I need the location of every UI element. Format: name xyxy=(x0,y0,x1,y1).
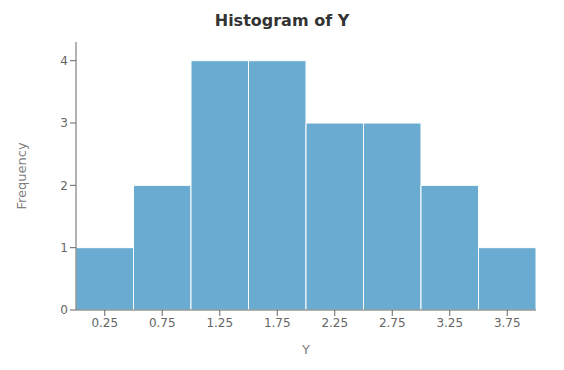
svg-text:1.75: 1.75 xyxy=(264,316,291,330)
svg-text:3.75: 3.75 xyxy=(494,316,521,330)
svg-text:1: 1 xyxy=(60,241,68,255)
svg-text:0: 0 xyxy=(60,303,68,317)
svg-text:3.25: 3.25 xyxy=(436,316,463,330)
svg-text:1.25: 1.25 xyxy=(206,316,233,330)
svg-text:Y: Y xyxy=(301,342,310,357)
html-text:Histogram of Y: Histogram of Y xyxy=(214,11,350,30)
svg-text:Frequency: Frequency xyxy=(14,142,29,209)
svg-text:0.75: 0.75 xyxy=(149,316,176,330)
svg-text:4: 4 xyxy=(60,54,68,68)
svg-text:2: 2 xyxy=(60,179,68,193)
svg-text:3: 3 xyxy=(60,116,68,130)
svg-text:2.75: 2.75 xyxy=(379,316,406,330)
svg-text:0.25: 0.25 xyxy=(91,316,118,330)
svg-text:2.25: 2.25 xyxy=(321,316,348,330)
